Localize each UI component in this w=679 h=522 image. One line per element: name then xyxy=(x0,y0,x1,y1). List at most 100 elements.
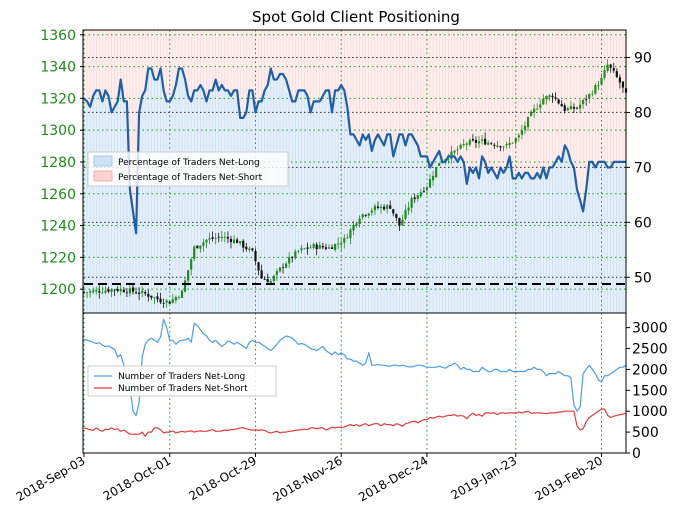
candle-body xyxy=(193,246,196,259)
upper-panel-background xyxy=(83,30,627,313)
candle-body xyxy=(327,247,331,249)
candle-body xyxy=(174,297,177,301)
candle-body xyxy=(431,175,435,181)
candle-body xyxy=(591,93,594,95)
candle-body xyxy=(453,150,456,153)
candle-body xyxy=(294,251,297,258)
count-tick-label: 1000 xyxy=(632,404,668,420)
candle-body xyxy=(364,215,367,216)
candle-body xyxy=(95,290,98,292)
candle-body xyxy=(505,144,508,146)
candle-body xyxy=(171,299,174,303)
candle-body xyxy=(615,71,618,78)
price-tick-label: 1360 xyxy=(40,28,76,44)
candle-body xyxy=(214,237,217,239)
pct-net-long-series xyxy=(83,67,626,235)
candle-body xyxy=(609,64,612,68)
candle-body xyxy=(618,77,621,83)
candle-body xyxy=(529,111,533,117)
candle-body xyxy=(147,293,150,297)
candle-body xyxy=(542,98,545,105)
candle-body xyxy=(199,245,202,249)
candle-body xyxy=(450,151,453,160)
candle-body xyxy=(389,205,392,209)
candle-body xyxy=(223,236,226,238)
x-tick-label: 2018-Oct-29 xyxy=(187,453,259,503)
candle-body xyxy=(536,108,539,110)
candle-body xyxy=(563,105,566,112)
candle-body xyxy=(496,145,499,147)
candle-body xyxy=(545,96,548,100)
price-tick-label: 1340 xyxy=(40,60,76,76)
candle-body xyxy=(493,144,496,146)
candle-body xyxy=(141,290,144,294)
legend-swatch-net-short xyxy=(93,170,113,182)
candle-body xyxy=(229,238,233,243)
candle-body xyxy=(422,191,425,192)
candle-body xyxy=(217,236,220,238)
candle-body xyxy=(321,245,324,248)
pct-net-long-line xyxy=(83,67,626,235)
candle-body xyxy=(168,301,171,304)
lower-legend-box xyxy=(87,365,277,397)
candle-body xyxy=(125,292,128,294)
candle-body xyxy=(156,296,159,300)
candle-body xyxy=(539,104,542,108)
candle-body xyxy=(220,237,223,239)
candle-body xyxy=(594,85,597,94)
candle-body xyxy=(245,246,248,250)
price-tick-label: 1260 xyxy=(40,187,76,203)
candle-body xyxy=(355,223,358,226)
candle-body xyxy=(116,289,119,291)
candle-body xyxy=(300,248,303,251)
candle-body xyxy=(260,270,263,279)
candle-body xyxy=(459,144,462,149)
candle-body xyxy=(122,289,125,293)
candle-body xyxy=(588,94,591,99)
candle-body xyxy=(379,206,383,209)
candle-body xyxy=(416,195,419,199)
candle-body xyxy=(272,275,275,282)
candle-body xyxy=(177,297,181,298)
candle-body xyxy=(92,290,95,293)
candle-body xyxy=(333,243,337,250)
net-short-count-series xyxy=(83,408,627,437)
x-tick-label: 2018-Sep-03 xyxy=(14,453,88,504)
candle-body xyxy=(340,243,343,245)
candle-body xyxy=(165,300,168,303)
net-long-area xyxy=(84,68,626,313)
candle-body xyxy=(425,187,429,191)
candle-body xyxy=(134,292,138,294)
candle-body xyxy=(465,143,468,145)
candle-body xyxy=(128,288,132,294)
candle-body xyxy=(107,289,110,292)
candle-body xyxy=(104,290,107,293)
candle-body xyxy=(523,125,527,130)
candle-body xyxy=(275,271,279,275)
lower-legend: Number of Traders Net-Long Number of Tra… xyxy=(87,365,277,397)
candle-body xyxy=(438,163,441,166)
x-tick-label: 2018-Dec-24 xyxy=(356,453,430,504)
price-axis: 1200 1220 1240 1260 1280 1300 1320 1340 1360 xyxy=(40,28,84,298)
candle-body xyxy=(162,303,165,304)
candle-body xyxy=(582,99,585,105)
candle-body xyxy=(520,130,523,135)
candle-body xyxy=(263,278,266,280)
candle-body xyxy=(144,292,147,294)
price-candlesticks xyxy=(82,59,628,308)
price-tick-label: 1280 xyxy=(40,155,76,171)
pct-tick-label: 70 xyxy=(634,160,652,176)
candle-body xyxy=(324,247,328,249)
candle-body xyxy=(508,142,511,146)
candle-body xyxy=(404,210,407,219)
candle-body xyxy=(257,262,260,271)
candle-body xyxy=(572,106,576,109)
candle-body xyxy=(202,242,205,246)
candle-body xyxy=(183,280,187,292)
lower-panel-frame xyxy=(82,312,627,454)
candle-body xyxy=(621,81,625,88)
candle-body xyxy=(205,239,208,243)
candle-body xyxy=(370,210,373,213)
legend-label-net-long-count: Number of Traders Net-Long xyxy=(118,372,245,382)
candle-body xyxy=(612,68,615,71)
